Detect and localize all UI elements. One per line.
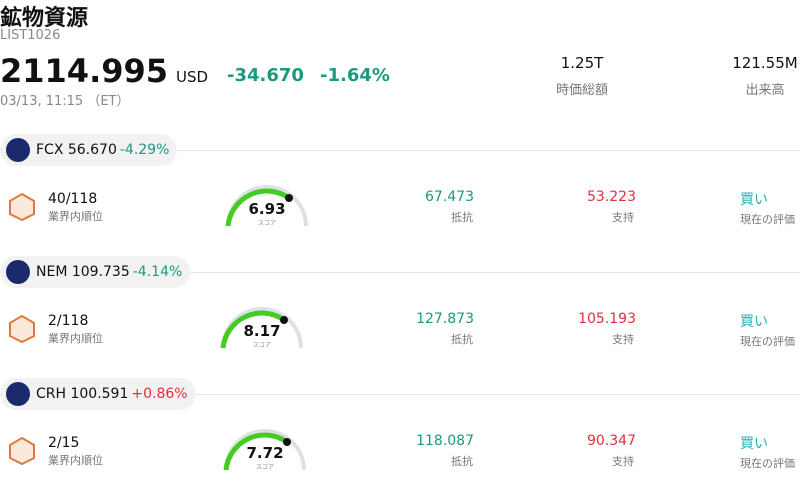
score: 6.93 (248, 200, 286, 218)
support: 53.223 (587, 189, 636, 205)
stock-change: -4.14% (132, 264, 183, 280)
divider (0, 150, 800, 151)
support-label: 支持 (612, 333, 634, 346)
rank: 2/118 (48, 313, 89, 329)
rating-label: 現在の評価 (740, 457, 795, 470)
stat-label: 出来高 (745, 83, 785, 98)
score-label: スコア (255, 464, 275, 471)
stat-label: 時価総額 (555, 83, 609, 98)
ticker: FCX 56.670 (36, 142, 117, 158)
stat-value: 1.25T (560, 54, 604, 72)
rank-icon (9, 314, 35, 344)
rating: 買い (740, 436, 768, 452)
title: 鉱物資源 (0, 6, 89, 31)
ticker: NEM 109.735 (36, 264, 130, 280)
change-pct: -1.64% (320, 65, 390, 86)
price: 2114.995 (0, 52, 169, 90)
currency: USD (176, 68, 209, 86)
change: -34.670 (227, 65, 304, 86)
time: 03/13, 11:15 （ET） (0, 94, 130, 109)
logo (6, 382, 30, 406)
rating-label: 現在の評価 (740, 213, 795, 226)
resistance: 118.087 (416, 433, 474, 449)
gauge (220, 307, 303, 349)
stock-change: +0.86% (131, 386, 188, 402)
rank-label: 業界内順位 (48, 210, 103, 223)
divider (0, 272, 800, 273)
resistance: 67.473 (425, 189, 474, 205)
stock-pill[interactable]: FCX 56.670 -4.29% (0, 134, 178, 166)
score-label: スコア (252, 342, 272, 349)
logo (6, 260, 30, 284)
ticker: CRH 100.591 (36, 386, 129, 402)
stat-value: 121.55M (732, 54, 798, 72)
code: LIST1026 (0, 28, 61, 43)
score-label: スコア (257, 220, 277, 227)
support-label: 支持 (612, 455, 634, 468)
stock-change: -4.29% (119, 142, 170, 158)
resistance: 127.873 (416, 311, 474, 327)
divider (0, 394, 800, 395)
rank: 2/15 (48, 435, 80, 451)
rank-label: 業界内順位 (48, 332, 103, 345)
support-label: 支持 (612, 211, 634, 224)
gauge (225, 185, 308, 227)
resistance-label: 抵抗 (451, 455, 473, 468)
rank-label: 業界内順位 (48, 454, 103, 467)
resistance-label: 抵抗 (451, 333, 473, 346)
score: 8.17 (243, 322, 281, 340)
rank-icon (9, 436, 35, 466)
support: 90.347 (587, 433, 636, 449)
rating-label: 現在の評価 (740, 335, 795, 348)
rating: 買い (740, 192, 768, 208)
gauge (223, 429, 306, 471)
rating: 買い (740, 314, 768, 330)
resistance-label: 抵抗 (451, 211, 473, 224)
stock-pill[interactable]: CRH 100.591 +0.86% (0, 378, 196, 410)
rank: 40/118 (48, 191, 98, 207)
stock-pill[interactable]: NEM 109.735 -4.14% (0, 256, 191, 288)
support: 105.193 (578, 311, 636, 327)
score: 7.72 (246, 444, 284, 462)
logo (6, 138, 30, 162)
rank-icon (9, 192, 35, 222)
